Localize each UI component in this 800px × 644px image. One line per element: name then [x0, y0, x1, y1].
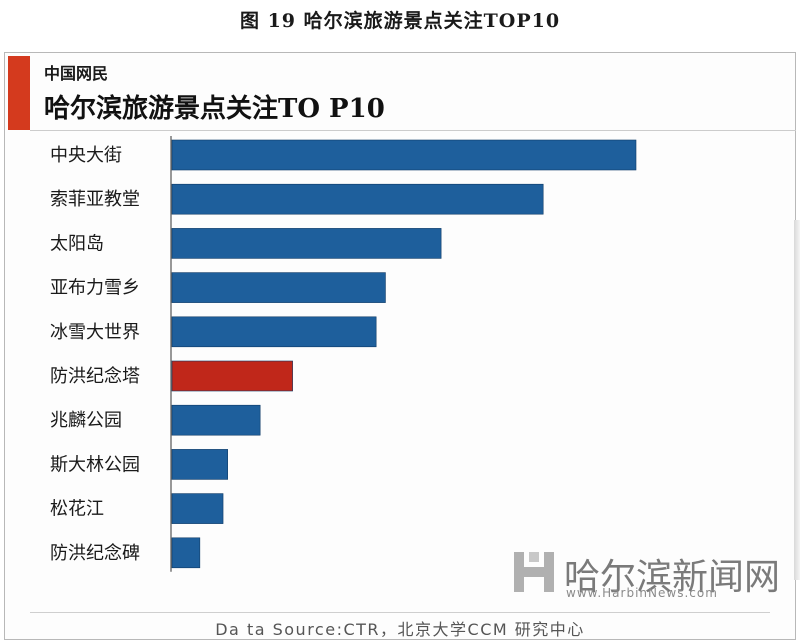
accent-tab — [8, 56, 30, 130]
bar — [171, 272, 386, 303]
category-label: 防洪纪念塔 — [50, 365, 140, 387]
watermark-url: www.HarbinNews.com — [566, 586, 718, 600]
bar — [171, 139, 637, 171]
watermark-name: 哈尔滨新闻网 — [564, 557, 781, 598]
right-edge-shadow — [794, 220, 800, 580]
bar — [171, 316, 377, 348]
category-label: 斯大林公园 — [50, 454, 140, 475]
category-label: 中央大街 — [50, 145, 122, 166]
category-label: 太阳岛 — [50, 233, 104, 254]
data-source: Da ta Source:CTR，北京大学CCM 研究中心 — [215, 620, 585, 639]
chart-subtitle: 中国网民 — [44, 64, 109, 83]
figure-title: 图 19 哈尔滨旅游景点关注TOP10 — [239, 10, 561, 32]
chart-title: 哈尔滨旅游景点关注TO P10 — [44, 94, 385, 124]
category-label: 松花江 — [50, 499, 104, 520]
watermark-logo-icon — [514, 552, 554, 592]
bar — [171, 404, 261, 436]
category-label: 亚布力雪乡 — [50, 278, 140, 299]
bar — [171, 537, 201, 569]
category-label: 冰雪大世界 — [50, 322, 140, 343]
watermark: 哈尔滨新闻网 www.HarbinNews.com — [512, 548, 792, 604]
bar — [171, 228, 442, 259]
category-label: 索菲亚教堂 — [50, 189, 140, 210]
bar — [171, 183, 544, 215]
header-divider — [30, 130, 796, 131]
category-label: 防洪纪念碑 — [50, 542, 140, 564]
bar — [171, 449, 228, 480]
category-label: 兆麟公园 — [50, 410, 122, 431]
footer-divider — [30, 612, 770, 613]
bar — [171, 360, 293, 392]
bar — [171, 493, 224, 524]
